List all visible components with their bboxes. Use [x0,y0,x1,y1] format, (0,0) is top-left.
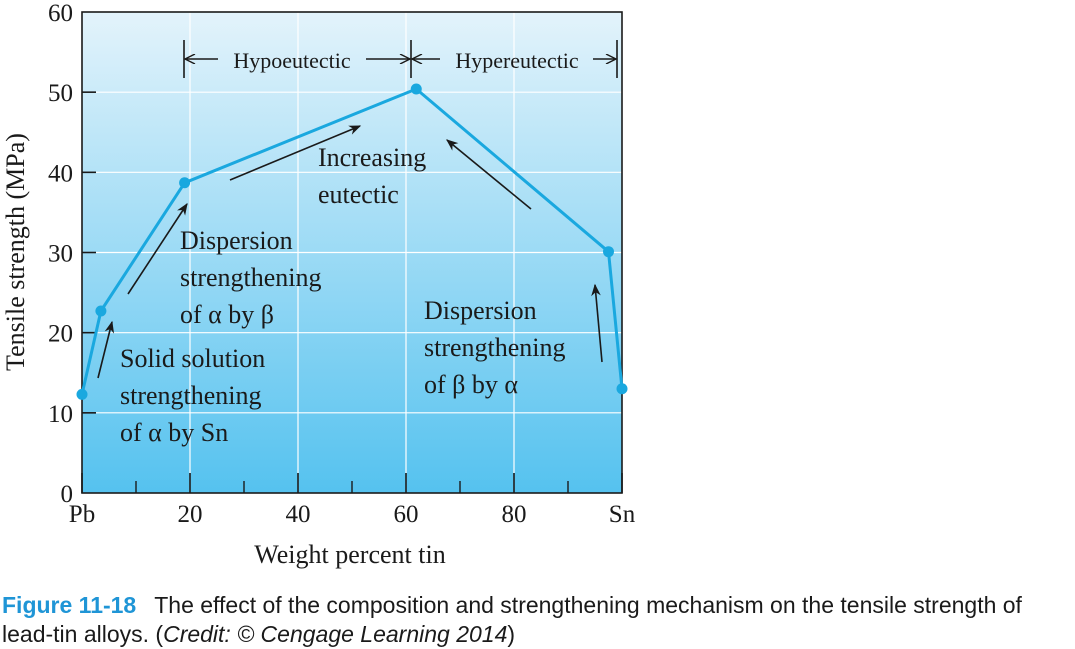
data-point [616,383,628,395]
annotation-dispersion-beta: Dispersion strengthening of β by α [424,296,572,399]
data-points [76,83,628,400]
caption-close: ) [507,621,516,647]
x-tick-label: 20 [178,501,203,528]
x-axis-title: Weight percent tin [254,540,445,569]
x-tick-label: 40 [286,501,311,528]
caption-text: The effect of the composition and streng… [2,592,1022,647]
y-tick-label: 20 [48,321,73,348]
figure-label: Figure 11-18 [2,592,137,618]
series-line [80,87,624,395]
annotation-dispersion-beta-line3: of β by α [424,370,518,399]
arrow-increasing-eutectic-right [446,139,532,210]
arrow-solid-solution [97,320,115,379]
annotation-solid-solution-line1: Solid solution [120,344,265,373]
y-axis-title: Tensile strength (MPa) [1,133,30,371]
annotation-solid-solution-line2: strengthening [120,381,262,410]
annotation-arrows [97,125,603,379]
x-tick-label: Sn [609,501,636,528]
annotation-dispersion-alpha-line3: of α by β [180,300,274,329]
annotation-increasing-eutectic-line2: eutectic [318,180,399,209]
annotation-dispersion-alpha: Dispersion strengthening of α by β [180,226,328,329]
x-tick-label: 80 [502,501,527,528]
x-tick-label: Pb [69,501,95,528]
annotation-solid-solution: Solid solution strengthening of α by Sn [120,344,272,447]
data-point [410,83,422,95]
data-point [603,246,614,258]
region-markers: Hypoeutectic Hypereutectic [183,40,618,78]
tick-labels: Pb 20 40 60 80 Sn 0 10 20 30 40 50 60 [48,0,636,528]
y-tick-label: 30 [48,241,73,268]
arrow-dispersion-alpha [127,202,188,295]
arrow-increasing-eutectic-left [229,125,362,181]
y-tick-label: 0 [61,481,74,508]
annotation-dispersion-alpha-line1: Dispersion [180,226,293,255]
y-tick-label: 50 [48,80,73,107]
data-point [95,305,107,317]
chart-svg: Hypoeutectic Hypereutectic Pb 20 40 60 80 Sn 0… [1,0,636,569]
caption-credit: Credit: © Cengage Learning 2014 [163,621,508,647]
y-tick-label: 40 [48,160,73,187]
annotation-dispersion-beta-line1: Dispersion [424,296,537,325]
x-tick-label: 60 [394,501,419,528]
plot-frame [81,11,623,494]
y-tick-label: 10 [48,401,73,428]
data-point [179,177,191,189]
y-tick-label: 60 [48,0,73,27]
annotation-dispersion-beta-line2: strengthening [424,333,566,362]
region-label-hypoeutectic: Hypoeutectic [233,48,351,73]
annotation-increasing-eutectic: Increasing eutectic [318,143,433,209]
region-label-hypereutectic: Hypereutectic [455,48,579,73]
arrow-dispersion-beta [591,283,603,363]
annotation-increasing-eutectic-line1: Increasing [318,143,426,172]
annotation-solid-solution-line3: of α by Sn [120,418,228,447]
annotation-dispersion-alpha-line2: strengthening [180,263,322,292]
figure-caption: Figure 11-18 The effect of the compositio… [2,591,1072,649]
data-point [76,388,88,400]
